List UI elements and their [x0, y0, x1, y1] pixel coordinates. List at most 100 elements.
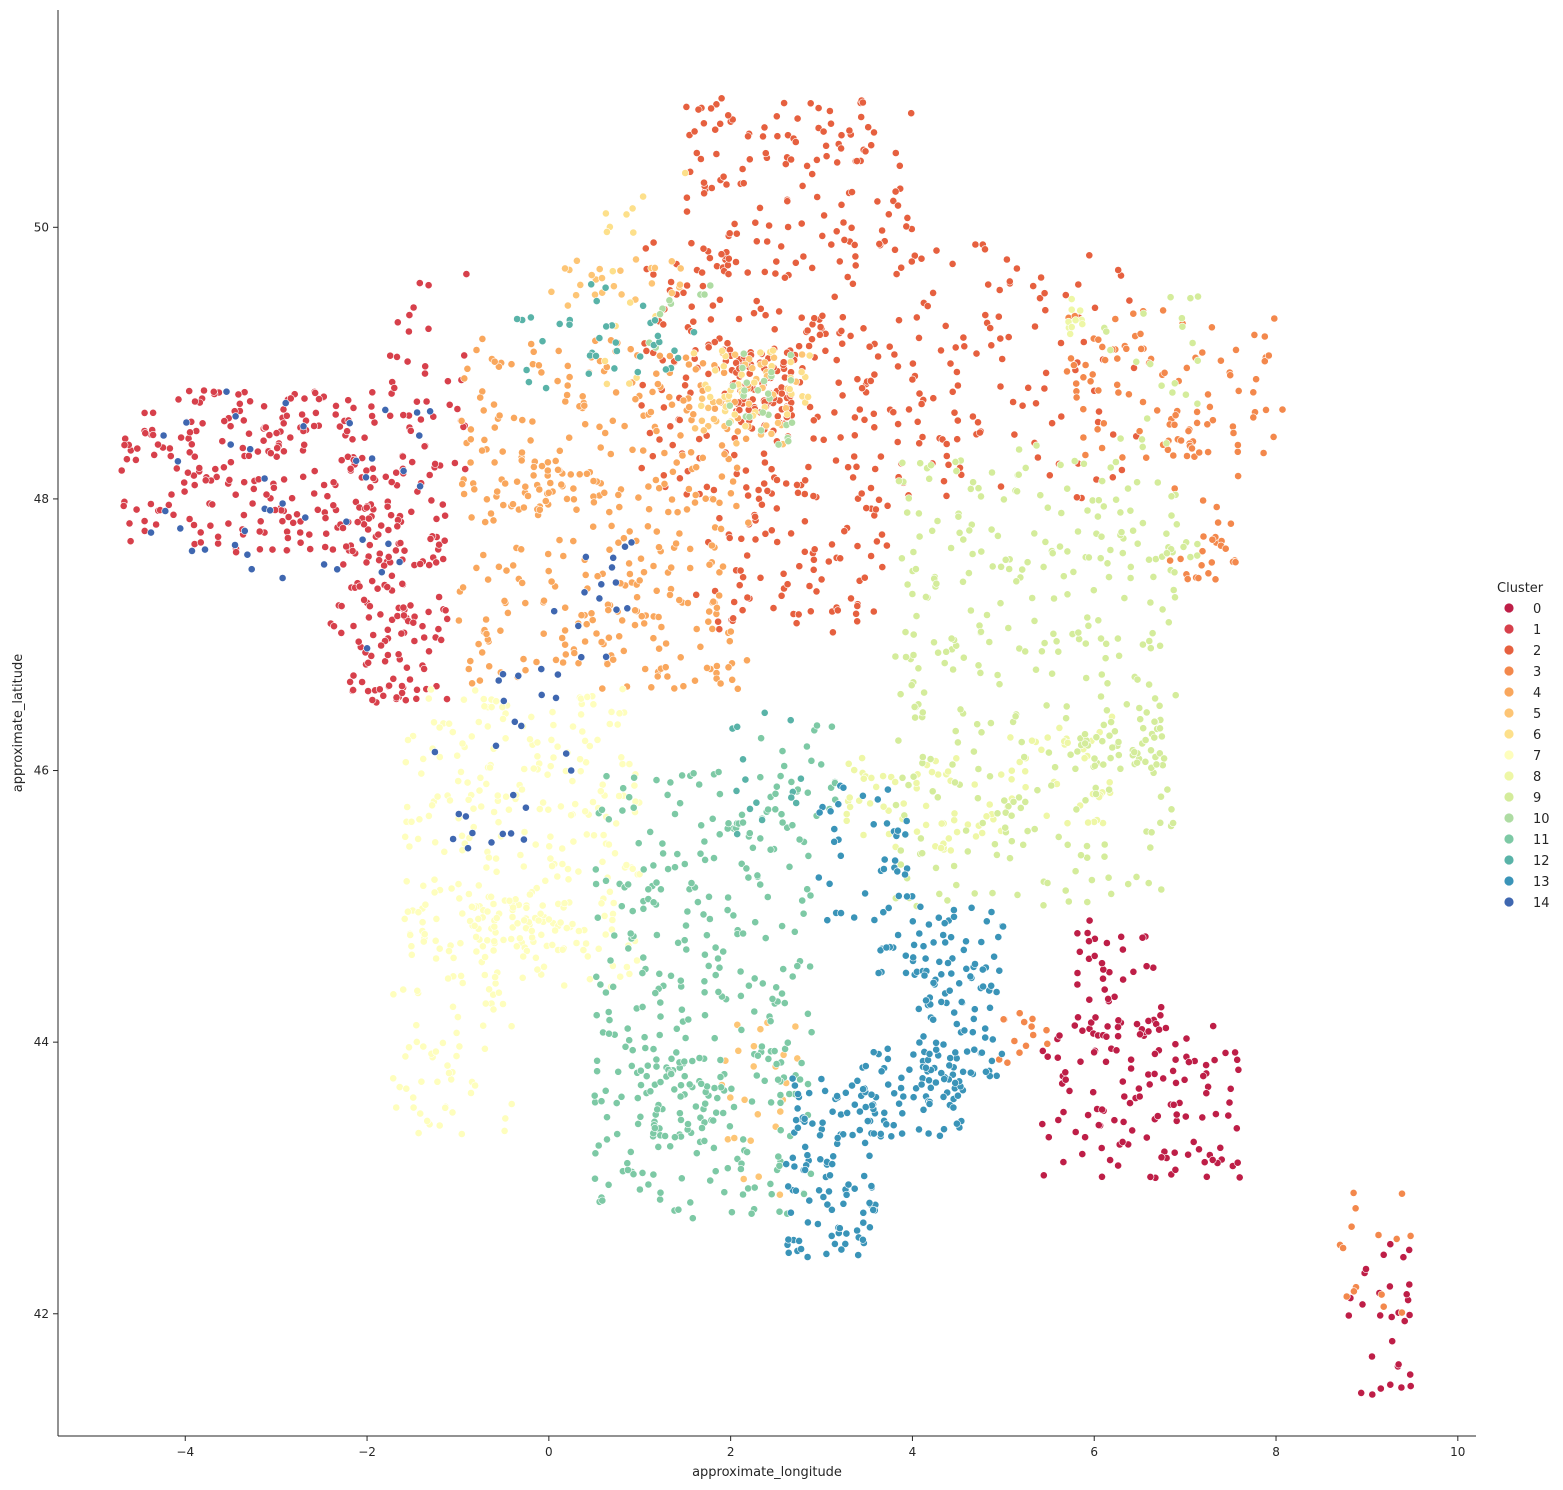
- scatter-point-cluster-7: [607, 708, 616, 716]
- scatter-point-cluster-2: [1057, 412, 1066, 421]
- scatter-point-cluster-4: [535, 505, 544, 514]
- scatter-point-cluster-2: [851, 413, 859, 422]
- scatter-point-cluster-2: [976, 428, 984, 437]
- scatter-point-cluster-4: [570, 649, 579, 657]
- scatter-point-cluster-11: [760, 1076, 769, 1085]
- scatter-point-cluster-11: [638, 1003, 647, 1011]
- scatter-point-cluster-3: [1027, 1022, 1036, 1031]
- scatter-point-cluster-2: [797, 313, 806, 322]
- scatter-point-cluster-1: [190, 452, 199, 461]
- scatter-point-cluster-9: [1063, 547, 1072, 556]
- scatter-point-cluster-6: [797, 368, 806, 376]
- scatter-point-cluster-4: [661, 663, 670, 672]
- scatter-point-cluster-1: [424, 324, 433, 333]
- scatter-point-cluster-2: [649, 270, 658, 279]
- scatter-point-cluster-1: [335, 422, 344, 431]
- scatter-point-cluster-7: [427, 685, 435, 694]
- scatter-point-cluster-10: [788, 418, 796, 427]
- scatter-point-cluster-11: [705, 892, 713, 901]
- scatter-point-cluster-9: [1171, 593, 1179, 602]
- scatter-point-cluster-3: [1204, 448, 1212, 456]
- scatter-point-cluster-7: [582, 830, 591, 839]
- scatter-point-cluster-2: [782, 479, 791, 488]
- scatter-point-cluster-12: [792, 799, 801, 807]
- scatter-point-cluster-9: [1111, 727, 1119, 736]
- scatter-point-cluster-7: [553, 872, 562, 881]
- scatter-point-cluster-9: [977, 547, 986, 556]
- scatter-point-cluster-13: [940, 1075, 949, 1083]
- scatter-point-cluster-2: [704, 343, 713, 352]
- scatter-point-cluster-9: [1141, 736, 1150, 744]
- scatter-point-cluster-11: [772, 983, 781, 992]
- scatter-point-cluster-4: [537, 368, 546, 377]
- scatter-point-cluster-13: [988, 1057, 996, 1065]
- scatter-point-cluster-14: [608, 563, 616, 572]
- scatter-point-cluster-3: [1199, 532, 1208, 541]
- scatter-point-cluster-9: [1162, 529, 1171, 538]
- scatter-point-cluster-9: [904, 781, 913, 789]
- scatter-point-cluster-1: [424, 608, 433, 616]
- scatter-point-cluster-6: [697, 401, 706, 410]
- scatter-point-cluster-12: [741, 775, 750, 784]
- scatter-point-cluster-9: [1132, 873, 1141, 881]
- scatter-point-cluster-7: [628, 864, 637, 873]
- scatter-point-cluster-2: [830, 408, 839, 417]
- scatter-point-cluster-7: [418, 918, 427, 927]
- scatter-point-cluster-2: [1036, 294, 1044, 303]
- scatter-point-cluster-1: [337, 602, 346, 610]
- scatter-point-cluster-9: [1081, 639, 1090, 648]
- scatter-point-cluster-7: [487, 892, 495, 901]
- scatter-point-cluster-4: [544, 458, 552, 467]
- scatter-point-cluster-4: [705, 560, 714, 569]
- scatter-point-cluster-5: [776, 1190, 784, 1199]
- scatter-point-cluster-3: [1015, 1048, 1024, 1057]
- scatter-point-cluster-4: [656, 351, 664, 360]
- scatter-point-cluster-0: [1208, 1156, 1217, 1164]
- scatter-point-cluster-2: [847, 594, 855, 603]
- scatter-point-cluster-7: [482, 863, 491, 872]
- scatter-point-cluster-1: [406, 426, 415, 435]
- scatter-point-cluster-9: [1106, 346, 1115, 354]
- scatter-point-cluster-14: [345, 419, 354, 428]
- scatter-point-cluster-2: [851, 252, 860, 261]
- scatter-point-cluster-5: [745, 355, 753, 363]
- scatter-point-cluster-2: [867, 484, 875, 492]
- scatter-point-cluster-9: [1092, 733, 1101, 742]
- scatter-point-cluster-9: [1073, 747, 1082, 756]
- legend-label-0: 0: [1533, 602, 1541, 617]
- scatter-point-cluster-11: [813, 721, 821, 730]
- scatter-point-cluster-13: [950, 1008, 959, 1017]
- scatter-point-cluster-2: [668, 441, 677, 449]
- scatter-point-cluster-9: [1019, 840, 1028, 849]
- scatter-point-cluster-2: [760, 449, 768, 458]
- scatter-point-cluster-4: [598, 684, 607, 693]
- scatter-point-cluster-2: [1040, 289, 1049, 298]
- scatter-point-cluster-0: [1181, 1112, 1190, 1121]
- scatter-point-cluster-11: [649, 861, 658, 870]
- scatter-point-cluster-1: [462, 270, 471, 278]
- scatter-point-cluster-14: [609, 553, 618, 562]
- scatter-point-cluster-9: [1083, 506, 1092, 515]
- scatter-point-cluster-2: [773, 538, 782, 546]
- scatter-point-cluster-3: [1347, 1222, 1356, 1231]
- scatter-point-cluster-1: [443, 615, 452, 623]
- scatter-point-cluster-9: [1071, 764, 1080, 773]
- scatter-point-cluster-14: [176, 524, 185, 533]
- scatter-point-cluster-9: [1156, 724, 1164, 733]
- scatter-point-cluster-11: [756, 773, 765, 782]
- scatter-point-cluster-3: [1208, 323, 1216, 332]
- scatter-point-cluster-2: [716, 119, 725, 128]
- scatter-point-cluster-3: [1169, 451, 1178, 460]
- scatter-point-cluster-7: [471, 1081, 479, 1090]
- scatter-point-cluster-11: [629, 1170, 638, 1179]
- scatter-point-cluster-11: [783, 1038, 792, 1047]
- scatter-point-cluster-4: [581, 420, 590, 429]
- scatter-point-cluster-9: [994, 532, 1002, 540]
- scatter-point-cluster-7: [405, 842, 414, 851]
- scatter-point-cluster-4: [682, 353, 690, 362]
- scatter-point-cluster-13: [788, 1074, 797, 1083]
- scatter-point-cluster-8: [1084, 818, 1092, 827]
- scatter-point-cluster-3: [1204, 569, 1213, 578]
- scatter-point-cluster-9: [997, 562, 1005, 571]
- scatter-point-cluster-11: [758, 1042, 766, 1051]
